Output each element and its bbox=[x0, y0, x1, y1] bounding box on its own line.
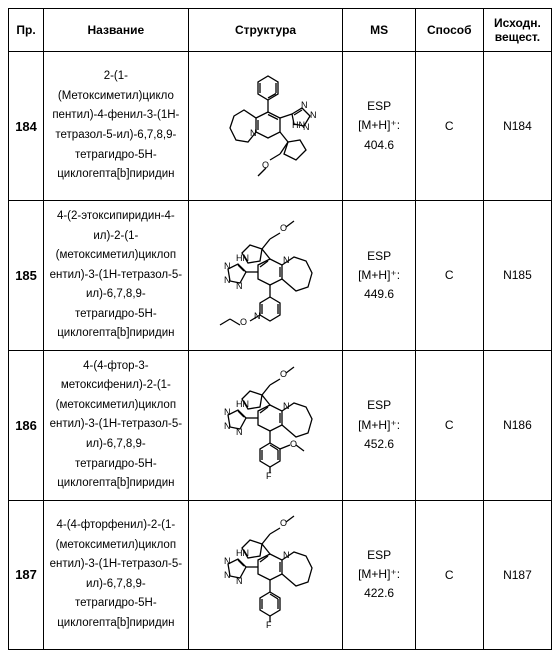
compound-table: Пр. Название Структура MS Способ Исходн.… bbox=[8, 8, 552, 650]
structure-cell: N O N N N HN bbox=[188, 500, 343, 649]
structure-cell: N N N N HN bbox=[188, 52, 343, 201]
table-row: 186 4-(4-фтор-3-метоксифенил)-2-(1-(мето… bbox=[9, 350, 552, 500]
method-cell: C bbox=[415, 350, 483, 500]
table-row: 187 4-(4-фторфенил)-2-(1-(метоксиметил)ц… bbox=[9, 500, 552, 649]
structure-diagram: N O N N N HN bbox=[196, 508, 336, 638]
svg-text:N: N bbox=[224, 261, 231, 271]
header-method: Способ bbox=[415, 9, 483, 52]
header-name: Название bbox=[44, 9, 189, 52]
structure-cell: N O N N N HN bbox=[188, 350, 343, 500]
svg-text:O: O bbox=[280, 369, 287, 379]
src-cell: N185 bbox=[483, 201, 551, 351]
svg-text:HN: HN bbox=[236, 548, 249, 558]
pr-cell: 187 bbox=[9, 500, 44, 649]
svg-text:N: N bbox=[224, 407, 231, 417]
structure-diagram: N N N N HN bbox=[196, 60, 336, 190]
method-cell: C bbox=[415, 201, 483, 351]
ms-line1: ESP bbox=[367, 548, 391, 562]
svg-text:O: O bbox=[290, 439, 297, 449]
ms-cell: ESP [M+H]⁺: 449.6 bbox=[343, 201, 415, 351]
ms-cell: ESP [M+H]⁺: 452.6 bbox=[343, 350, 415, 500]
header-src: Исходн. вещест. bbox=[483, 9, 551, 52]
pr-cell: 184 bbox=[9, 52, 44, 201]
svg-text:N: N bbox=[224, 275, 231, 285]
ms-line3: 404.6 bbox=[364, 138, 394, 152]
ms-line1: ESP bbox=[367, 398, 391, 412]
svg-text:O: O bbox=[240, 317, 247, 327]
src-cell: N184 bbox=[483, 52, 551, 201]
pr-cell: 186 bbox=[9, 350, 44, 500]
svg-text:O: O bbox=[280, 223, 287, 233]
ms-line1: ESP bbox=[367, 249, 391, 263]
structure-diagram: N O N N N HN bbox=[196, 359, 336, 489]
header-row: Пр. Название Структура MS Способ Исходн.… bbox=[9, 9, 552, 52]
svg-text:HN: HN bbox=[236, 399, 249, 409]
structure-cell: N O N N N bbox=[188, 201, 343, 351]
header-ms: MS bbox=[343, 9, 415, 52]
method-cell: C bbox=[415, 52, 483, 201]
header-struct: Структура bbox=[188, 9, 343, 52]
svg-text:N: N bbox=[236, 281, 243, 291]
table-row: 184 2-(1-(Метоксиметил)цикло пентил)-4-ф… bbox=[9, 52, 552, 201]
svg-text:N: N bbox=[224, 421, 231, 431]
ms-cell: ESP [M+H]⁺: 422.6 bbox=[343, 500, 415, 649]
svg-text:F: F bbox=[266, 620, 272, 630]
ms-cell: ESP [M+H]⁺: 404.6 bbox=[343, 52, 415, 201]
ms-line2: [M+H]⁺: bbox=[358, 268, 400, 282]
svg-text:N: N bbox=[224, 570, 231, 580]
svg-text:N: N bbox=[236, 427, 243, 437]
name-cell: 4-(4-фтор-3-метоксифенил)-2-(1-(метоксим… bbox=[44, 350, 189, 500]
ms-line2: [M+H]⁺: bbox=[358, 418, 400, 432]
pr-cell: 185 bbox=[9, 201, 44, 351]
header-pr: Пр. bbox=[9, 9, 44, 52]
method-cell: C bbox=[415, 500, 483, 649]
src-cell: N186 bbox=[483, 350, 551, 500]
name-cell: 4-(2-этоксипиридин-4-ил)-2-(1-(метоксиме… bbox=[44, 201, 189, 351]
svg-text:N: N bbox=[236, 576, 243, 586]
name-cell: 4-(4-фторфенил)-2-(1-(метоксиметил)цикло… bbox=[44, 500, 189, 649]
ms-line2: [M+H]⁺: bbox=[358, 118, 400, 132]
svg-text:HN: HN bbox=[236, 253, 249, 263]
ms-line2: [M+H]⁺: bbox=[358, 567, 400, 581]
ms-line3: 452.6 bbox=[364, 437, 394, 451]
ms-line3: 422.6 bbox=[364, 586, 394, 600]
structure-diagram: N O N N N bbox=[196, 209, 336, 339]
src-cell: N187 bbox=[483, 500, 551, 649]
svg-text:N: N bbox=[310, 110, 317, 120]
table-row: 185 4-(2-этоксипиридин-4-ил)-2-(1-(меток… bbox=[9, 201, 552, 351]
svg-text:HN: HN bbox=[292, 120, 305, 130]
ms-line1: ESP bbox=[367, 99, 391, 113]
svg-text:N: N bbox=[224, 556, 231, 566]
name-cell: 2-(1-(Метоксиметил)цикло пентил)-4-фенил… bbox=[44, 52, 189, 201]
ms-line3: 449.6 bbox=[364, 287, 394, 301]
svg-text:N: N bbox=[301, 100, 308, 110]
svg-text:O: O bbox=[280, 518, 287, 528]
svg-text:F: F bbox=[266, 471, 272, 481]
